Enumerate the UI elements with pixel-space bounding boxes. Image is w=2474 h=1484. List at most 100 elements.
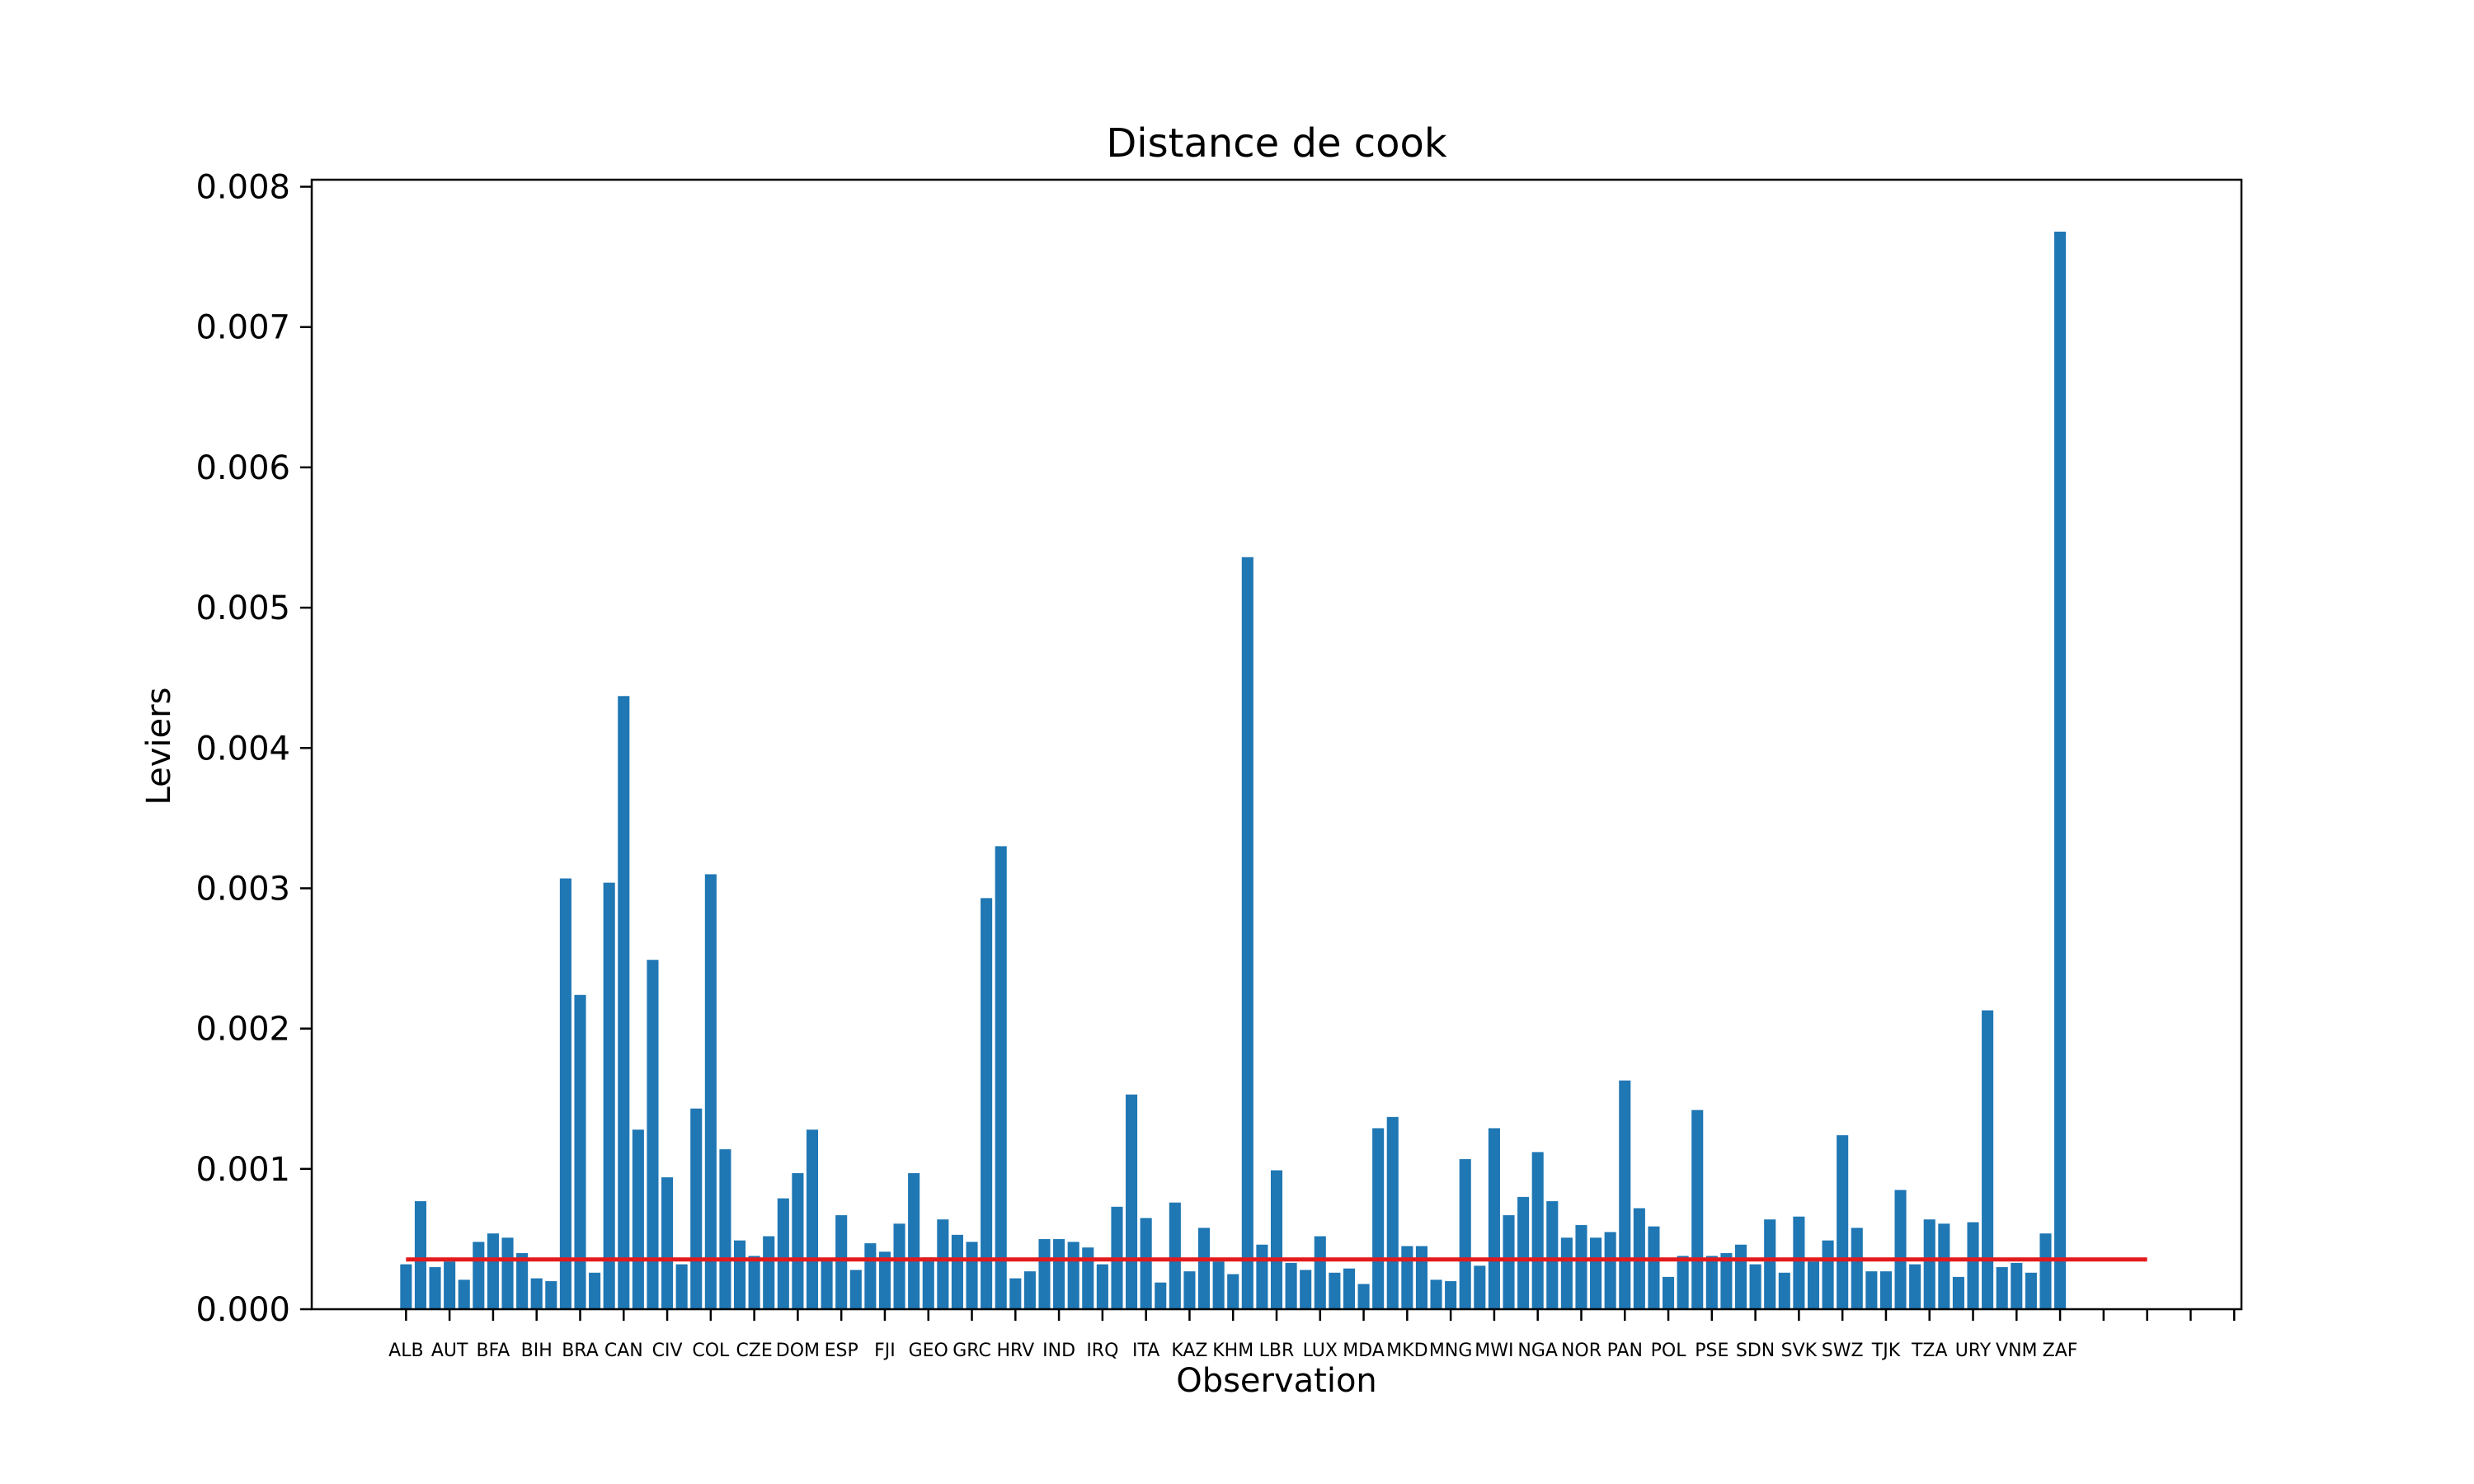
bar xyxy=(1474,1266,1486,1309)
bar xyxy=(1923,1219,1935,1309)
x-tick-label: DOM xyxy=(776,1341,820,1361)
bar xyxy=(1140,1218,1152,1309)
bar xyxy=(1169,1202,1181,1309)
bar xyxy=(719,1148,731,1309)
bar xyxy=(647,960,659,1309)
x-tick-label: MWI xyxy=(1475,1341,1513,1361)
bar xyxy=(1126,1094,1138,1309)
y-tick-label: 0.004 xyxy=(195,730,290,768)
bar xyxy=(2054,231,2067,1310)
bar xyxy=(1212,1261,1225,1309)
bar xyxy=(878,1252,891,1309)
x-tick-label: CZE xyxy=(736,1341,772,1361)
bar xyxy=(1807,1261,1820,1309)
bar xyxy=(777,1198,789,1309)
bar xyxy=(1909,1264,1921,1309)
x-tick-label: SDN xyxy=(1736,1341,1775,1361)
bar xyxy=(763,1236,775,1309)
bar xyxy=(1023,1271,1036,1309)
bar xyxy=(559,878,571,1309)
bar xyxy=(1575,1224,1587,1309)
bar xyxy=(1488,1128,1500,1309)
bar xyxy=(1285,1262,1297,1309)
bar xyxy=(1837,1134,1849,1309)
x-tick-label: BRA xyxy=(562,1341,599,1361)
bar xyxy=(1604,1232,1616,1309)
bar xyxy=(1677,1256,1689,1309)
bar xyxy=(1982,1010,1994,1309)
x-tick-label: IND xyxy=(1042,1341,1075,1361)
bar xyxy=(937,1219,949,1309)
bar xyxy=(1822,1240,1834,1309)
bar xyxy=(530,1278,543,1309)
bar xyxy=(458,1280,470,1309)
bar xyxy=(574,994,586,1309)
bar xyxy=(792,1172,804,1309)
x-tick-label: SVK xyxy=(1781,1341,1818,1361)
bar xyxy=(1372,1128,1385,1309)
bar xyxy=(1241,556,1253,1309)
bar xyxy=(821,1260,833,1309)
bar xyxy=(1415,1246,1427,1309)
x-tick-label: KHM xyxy=(1212,1341,1253,1361)
bar xyxy=(429,1266,441,1309)
bar xyxy=(951,1234,963,1309)
bar xyxy=(1517,1196,1530,1309)
x-axis: ALB AUT BFA BIH BRA CAN CIV COL CZE DOM ESP FJI GEO G… xyxy=(388,1309,2236,1361)
bar xyxy=(835,1214,848,1309)
y-tick-label: 0.005 xyxy=(195,589,290,627)
x-tick-label: ESP xyxy=(825,1341,858,1361)
x-tick-label: IRQ xyxy=(1086,1341,1118,1361)
x-tick-label: MNG xyxy=(1429,1341,1473,1361)
x-tick-label: MDA xyxy=(1343,1341,1385,1361)
bar xyxy=(1357,1284,1370,1309)
bar xyxy=(1038,1238,1051,1309)
bar xyxy=(1764,1219,1776,1309)
x-tick-label: POL xyxy=(1651,1341,1687,1361)
bar xyxy=(1793,1216,1805,1309)
bar xyxy=(1067,1242,1079,1309)
bar xyxy=(1227,1274,1239,1309)
bar xyxy=(690,1108,703,1309)
bar xyxy=(1503,1214,1515,1309)
bar xyxy=(995,846,1007,1309)
y-tick-label: 0.006 xyxy=(195,449,290,487)
bar xyxy=(893,1223,905,1309)
bar xyxy=(1314,1236,1326,1309)
bar xyxy=(1459,1158,1471,1309)
bar xyxy=(922,1257,934,1309)
y-tick-label: 0.007 xyxy=(195,309,290,347)
bar xyxy=(1851,1228,1863,1309)
bar xyxy=(1778,1272,1790,1309)
x-tick-label: TZA xyxy=(1911,1341,1948,1361)
bar xyxy=(1082,1247,1094,1309)
x-tick-label: NGA xyxy=(1517,1341,1558,1361)
bar xyxy=(661,1177,674,1309)
bar xyxy=(733,1240,746,1309)
bar xyxy=(1663,1276,1675,1309)
bar xyxy=(1386,1116,1399,1309)
x-tick-label: GEO xyxy=(909,1341,948,1361)
x-tick-label: FJI xyxy=(874,1341,896,1361)
x-tick-label: ALB xyxy=(388,1341,423,1361)
bar xyxy=(1155,1282,1167,1309)
bar xyxy=(516,1252,529,1309)
bar xyxy=(2039,1233,2052,1309)
x-tick-label: LBR xyxy=(1259,1341,1295,1361)
bar xyxy=(414,1200,426,1309)
x-tick-label: HRV xyxy=(996,1341,1034,1361)
x-tick-label: KAZ xyxy=(1171,1341,1207,1361)
bar xyxy=(1749,1264,1761,1309)
bar xyxy=(1009,1278,1022,1309)
bar xyxy=(589,1272,601,1309)
bar xyxy=(675,1264,688,1309)
bar xyxy=(1445,1280,1457,1309)
x-tick-label: BFA xyxy=(477,1341,510,1361)
bar xyxy=(2011,1262,2023,1309)
bar xyxy=(1894,1190,1907,1309)
bar xyxy=(545,1280,557,1309)
bar xyxy=(1343,1268,1356,1309)
bar xyxy=(400,1264,412,1309)
x-tick-label: MKD xyxy=(1386,1341,1427,1361)
